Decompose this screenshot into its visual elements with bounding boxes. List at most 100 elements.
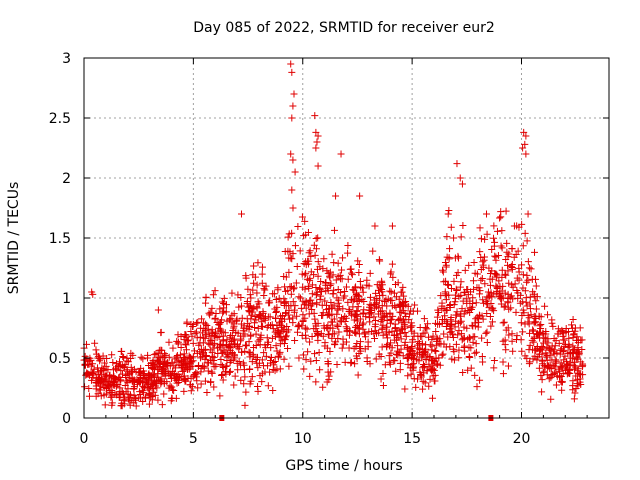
data-point (545, 375, 553, 383)
data-point (230, 324, 238, 332)
data-point (420, 315, 428, 323)
data-point (312, 128, 320, 136)
data-point (197, 364, 205, 372)
data-point (177, 333, 185, 341)
data-point (383, 334, 391, 342)
data-point (191, 347, 199, 355)
data-point (366, 303, 374, 311)
data-point (328, 334, 336, 342)
data-point (538, 376, 546, 384)
data-point (288, 186, 296, 194)
data-point (229, 356, 237, 364)
data-point (442, 322, 450, 330)
data-point (520, 128, 528, 136)
data-point (272, 295, 280, 303)
data-point (129, 351, 137, 359)
data-point (300, 351, 308, 359)
data-point (502, 256, 510, 264)
data-point (204, 367, 212, 375)
data-point (379, 331, 387, 339)
data-point (218, 328, 226, 336)
data-point (187, 374, 195, 382)
data-point (108, 351, 116, 359)
data-point (165, 384, 173, 392)
data-point (257, 322, 265, 330)
data-point (281, 248, 289, 256)
data-point (578, 345, 586, 353)
data-point (526, 293, 534, 301)
data-point (539, 360, 547, 368)
data-point (120, 364, 128, 372)
data-point (318, 288, 326, 296)
data-point (400, 292, 408, 300)
data-point (223, 301, 231, 309)
data-point (324, 331, 332, 339)
data-point (434, 335, 442, 343)
data-point (210, 383, 218, 391)
data-point (491, 270, 499, 278)
data-point (541, 302, 549, 310)
data-point (476, 287, 484, 295)
data-point (289, 314, 297, 322)
data-point (280, 355, 288, 363)
data-point (490, 234, 498, 242)
x-tick-label: 5 (189, 431, 198, 447)
data-point (389, 273, 397, 281)
data-point (154, 306, 162, 314)
data-point (421, 349, 429, 357)
data-point (485, 304, 493, 312)
data-point (203, 388, 211, 396)
data-point (248, 373, 256, 381)
y-tick-label: 0 (62, 411, 71, 427)
data-point (103, 355, 111, 363)
data-point (465, 261, 473, 269)
data-point (418, 333, 426, 341)
data-point (170, 386, 178, 394)
data-point (149, 363, 157, 371)
data-point (88, 369, 96, 377)
data-point (481, 280, 489, 288)
data-point (523, 278, 531, 286)
data-point (479, 261, 487, 269)
data-point (378, 343, 386, 351)
data-point (234, 329, 242, 337)
data-point (571, 327, 579, 335)
data-point (456, 174, 464, 182)
data-point (269, 387, 277, 395)
data-point (403, 355, 411, 363)
data-point (513, 332, 521, 340)
data-point (532, 282, 540, 290)
data-point (393, 327, 401, 335)
data-point (313, 300, 321, 308)
data-point (257, 331, 265, 339)
data-point (530, 292, 538, 300)
data-point (450, 277, 458, 285)
data-point (277, 333, 285, 341)
data-point (320, 322, 328, 330)
data-point (457, 233, 465, 241)
data-point (307, 302, 315, 310)
data-point (401, 309, 409, 317)
data-point (542, 353, 550, 361)
data-point (489, 304, 497, 312)
data-point (171, 374, 179, 382)
data-point (501, 336, 509, 344)
data-point (387, 288, 395, 296)
data-point (312, 356, 320, 364)
data-point (154, 396, 162, 404)
data-point (269, 366, 277, 374)
data-point (536, 345, 544, 353)
data-point (521, 140, 529, 148)
data-point (339, 305, 347, 313)
data-point (297, 304, 305, 312)
data-point (208, 304, 216, 312)
data-point (285, 306, 293, 314)
data-point (439, 268, 447, 276)
y-tick-label: 2.5 (49, 111, 71, 127)
data-point (274, 326, 282, 334)
data-point (241, 401, 249, 409)
data-point (522, 294, 530, 302)
data-point (280, 339, 288, 347)
data-point (116, 373, 124, 381)
data-point (547, 395, 555, 403)
